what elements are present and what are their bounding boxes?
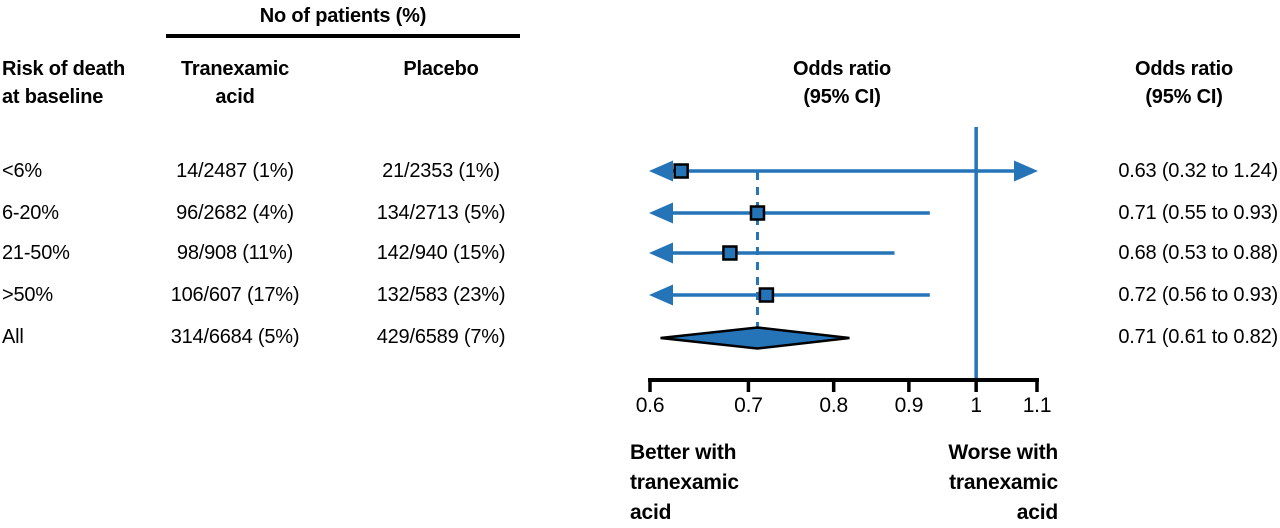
or-marker: [673, 163, 689, 179]
x-axis-tick-label: 0.7: [734, 394, 763, 417]
tranexamic-column-header: Tranexamic acid: [155, 55, 315, 111]
risk-column-header-line2: at baseline: [2, 86, 104, 108]
tranexamic-value: 314/6684 (5%): [170, 326, 300, 348]
risk-label: <6%: [2, 160, 42, 182]
worse-direction-line3: acid: [1016, 501, 1058, 524]
ci-arrow-left: [649, 242, 673, 264]
patients-group-rule: [166, 34, 520, 38]
plot-header-line1: Odds ratio: [792, 58, 891, 80]
risk-label: 21-50%: [2, 242, 70, 264]
worse-direction-line1: Worse with: [948, 441, 1058, 464]
better-direction-line2: tranexamic: [630, 471, 739, 494]
ci-arrow-left: [649, 284, 673, 306]
better-direction-label: Better with tranexamic acid: [630, 438, 739, 528]
x-axis-tick-label: 0.8: [819, 394, 848, 417]
tranexamic-column-header-line2: acid: [215, 86, 255, 108]
or-marker: [758, 287, 775, 303]
risk-column-header: Risk of death at baseline: [2, 55, 172, 111]
placebo-value: 132/583 (23%): [376, 284, 506, 306]
worse-direction-label: Worse with tranexamic acid: [900, 438, 1058, 528]
patients-group-header: No of patients (%): [259, 5, 427, 27]
ci-arrow-right: [1014, 160, 1038, 182]
placebo-column-header: Placebo: [403, 58, 479, 80]
risk-label: 6-20%: [2, 202, 59, 224]
or-ci-text: 0.72 (0.56 to 0.93): [1118, 284, 1278, 306]
x-axis-tick-label: 0.6: [635, 394, 665, 417]
placebo-value: 429/6589 (7%): [376, 326, 506, 348]
or-ci-text: 0.68 (0.53 to 0.88): [1118, 242, 1278, 264]
or-column-header-line1: Odds ratio: [1134, 58, 1233, 80]
placebo-value: 142/940 (15%): [376, 242, 506, 264]
summary-diamond: [660, 326, 850, 350]
tranexamic-value: 98/908 (11%): [176, 242, 294, 264]
or-ci-text: 0.71 (0.55 to 0.93): [1118, 202, 1278, 224]
better-direction-line1: Better with: [630, 441, 737, 464]
tranexamic-value: 106/607 (17%): [170, 284, 300, 306]
x-axis-tick-label: 1: [970, 394, 982, 417]
tranexamic-column-header-line1: Tranexamic: [180, 58, 290, 80]
or-ci-text: 0.63 (0.32 to 1.24): [1118, 160, 1278, 182]
or-marker: [722, 245, 738, 261]
or-ci-text: 0.71 (0.61 to 0.82): [1118, 326, 1278, 348]
plot-header: Odds ratio (95% CI): [742, 55, 942, 111]
x-axis-tick-label: 0.9: [894, 394, 924, 417]
tranexamic-value: 14/2487 (1%): [176, 160, 294, 182]
plot-header-line2: (95% CI): [803, 86, 881, 108]
better-direction-line3: acid: [630, 501, 672, 524]
worse-direction-line2: tranexamic: [949, 471, 1058, 494]
tranexamic-value: 96/2682 (4%): [176, 202, 294, 224]
risk-label: All: [2, 326, 24, 348]
or-column-header-line2: (95% CI): [1145, 86, 1223, 108]
placebo-value: 134/2713 (5%): [376, 202, 506, 224]
or-marker: [749, 205, 766, 221]
risk-label: >50%: [2, 284, 53, 306]
placebo-value: 21/2353 (1%): [382, 160, 500, 182]
ci-arrow-left: [649, 202, 673, 224]
risk-column-header-line1: Risk of death: [2, 58, 125, 80]
ci-arrow-left: [649, 160, 673, 182]
x-axis-tick-label: 1.1: [1022, 394, 1052, 417]
or-column-header: Odds ratio (95% CI): [1090, 55, 1278, 111]
